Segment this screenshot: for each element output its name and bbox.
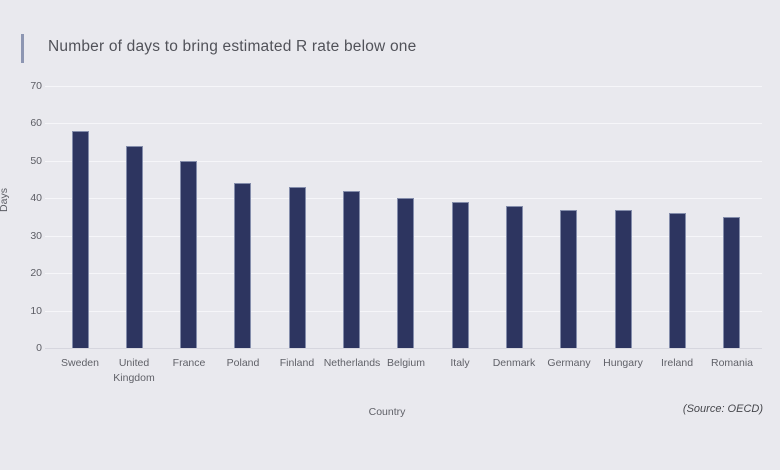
x-category-label-united-kingdom: United Kingdom — [113, 357, 155, 384]
y-tick-label-60: 60 — [30, 117, 42, 129]
x-category-label-italy: Italy — [450, 357, 470, 369]
x-category-label-denmark: Denmark — [492, 357, 536, 369]
x-category-label-netherlands: Netherlands — [323, 357, 381, 369]
source-note: (Source: OECD) — [682, 403, 763, 415]
x-category-label-belgium: Belgium — [387, 357, 425, 369]
grid-line-y60 — [45, 123, 762, 124]
y-tick-label-0: 0 — [36, 342, 42, 354]
bar-france — [180, 161, 197, 348]
bar-sweden — [72, 131, 89, 348]
x-category-label-ireland: Ireland — [660, 357, 694, 369]
y-tick-label-70: 70 — [30, 80, 42, 92]
grid-line-y0 — [45, 348, 762, 349]
bar-ireland — [669, 213, 686, 348]
x-category-label-poland: Poland — [226, 357, 260, 369]
x-category-label-sweden: Sweden — [61, 357, 99, 369]
bar-united-kingdom — [126, 146, 143, 348]
x-axis-title: Country — [368, 406, 406, 418]
x-category-label-romania: Romania — [710, 357, 754, 369]
bar-italy — [452, 202, 469, 348]
bar-finland — [289, 187, 306, 348]
title-accent-bar — [21, 34, 24, 63]
bar-netherlands — [343, 191, 360, 348]
x-category-label-finland: Finland — [279, 357, 315, 369]
bar-romania — [723, 217, 740, 348]
chart-title: Number of days to bring estimated R rate… — [48, 38, 417, 55]
y-axis-title: Days — [0, 188, 10, 212]
grid-line-y50 — [45, 161, 762, 162]
bar-germany — [560, 210, 577, 348]
bar-poland — [234, 183, 251, 348]
y-tick-label-40: 40 — [30, 192, 42, 204]
y-tick-label-30: 30 — [30, 230, 42, 242]
bar-denmark — [506, 206, 523, 348]
x-category-label-germany: Germany — [547, 357, 591, 369]
x-category-label-hungary: Hungary — [603, 357, 643, 369]
x-category-label-france: France — [172, 357, 206, 369]
y-tick-label-50: 50 — [30, 155, 42, 167]
bar-belgium — [397, 198, 414, 348]
y-tick-label-20: 20 — [30, 267, 42, 279]
bar-hungary — [615, 210, 632, 348]
grid-line-y70 — [45, 86, 762, 87]
y-tick-label-10: 10 — [30, 305, 42, 317]
